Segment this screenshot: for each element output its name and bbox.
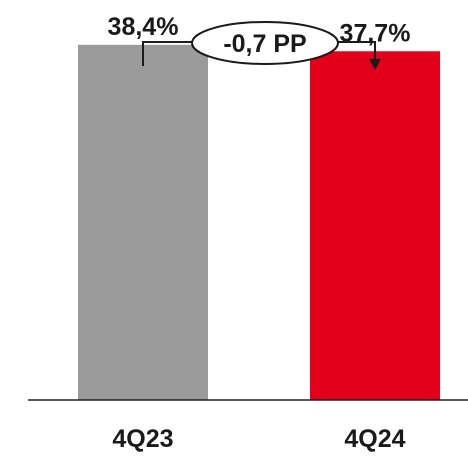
- annotation-bracket-left: [142, 41, 193, 66]
- category-label-4q24: 4Q24: [344, 425, 405, 453]
- bars-group: [78, 44, 440, 401]
- annotation-ellipse: [191, 21, 339, 65]
- category-labels-group: 4Q23 4Q24: [112, 425, 405, 453]
- annotation-text: -0,7 PP: [223, 30, 306, 58]
- change-annotation: -0,7 PP: [142, 21, 381, 70]
- bar-4q24: [310, 51, 440, 401]
- annotation-bracket-right: [337, 41, 376, 60]
- value-labels-group: 38,4% 37,7%: [108, 13, 411, 47]
- bar-4q23: [78, 44, 208, 401]
- category-label-4q23: 4Q23: [112, 425, 173, 453]
- value-label-4q23: 38,4%: [108, 13, 179, 41]
- annotation-arrowhead: [369, 59, 381, 70]
